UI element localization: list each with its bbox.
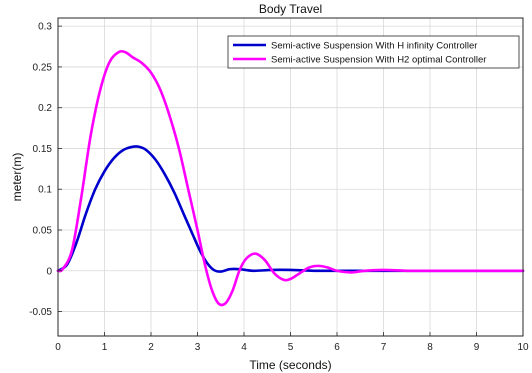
y-tick-label: 0.3 <box>38 22 52 33</box>
x-tick-label: 1 <box>102 342 108 353</box>
series-line-h2-optimal <box>56 49 525 307</box>
y-tick-label: 0.2 <box>38 103 52 114</box>
x-tick-label: 3 <box>195 342 201 353</box>
x-tick-label: 5 <box>288 342 294 353</box>
x-axis-title: Time (seconds) <box>249 358 331 372</box>
x-tick-label: 10 <box>517 342 529 353</box>
y-tick-label: 0 <box>46 266 52 277</box>
legend-label-h2-optimal: Semi-active Suspension With H2 optimal C… <box>271 55 486 66</box>
legend-box <box>227 35 520 69</box>
legend: Semi-active Suspension With H infinity C… <box>227 35 520 69</box>
x-tick-label: 2 <box>148 342 154 353</box>
chart-title: Body Travel <box>259 2 322 16</box>
y-tick-label: 0.05 <box>33 226 53 237</box>
x-tick-label: 8 <box>427 342 433 353</box>
y-tick-label: 0.15 <box>33 144 53 155</box>
x-tick-label: 7 <box>381 342 387 353</box>
x-tick-label: 0 <box>55 342 61 353</box>
x-tick-label: 9 <box>474 342 480 353</box>
y-tick-label: 0.1 <box>38 185 52 196</box>
legend-label-h-infinity: Semi-active Suspension With H infinity C… <box>271 41 477 52</box>
x-tick-label: 4 <box>241 342 247 353</box>
y-axis-title: meter(m) <box>10 153 24 202</box>
series-layer <box>56 49 525 307</box>
tick-labels: 0 1 2 3 4 5 6 7 8 9 10 -0.05 0 0.05 0.1 0.15 0.2 0.25 0.3 <box>29 22 529 353</box>
series-line-h-infinity <box>56 145 525 273</box>
y-tick-label: -0.05 <box>29 307 52 318</box>
y-tick-label: 0.25 <box>33 62 53 73</box>
x-tick-label: 6 <box>334 342 340 353</box>
